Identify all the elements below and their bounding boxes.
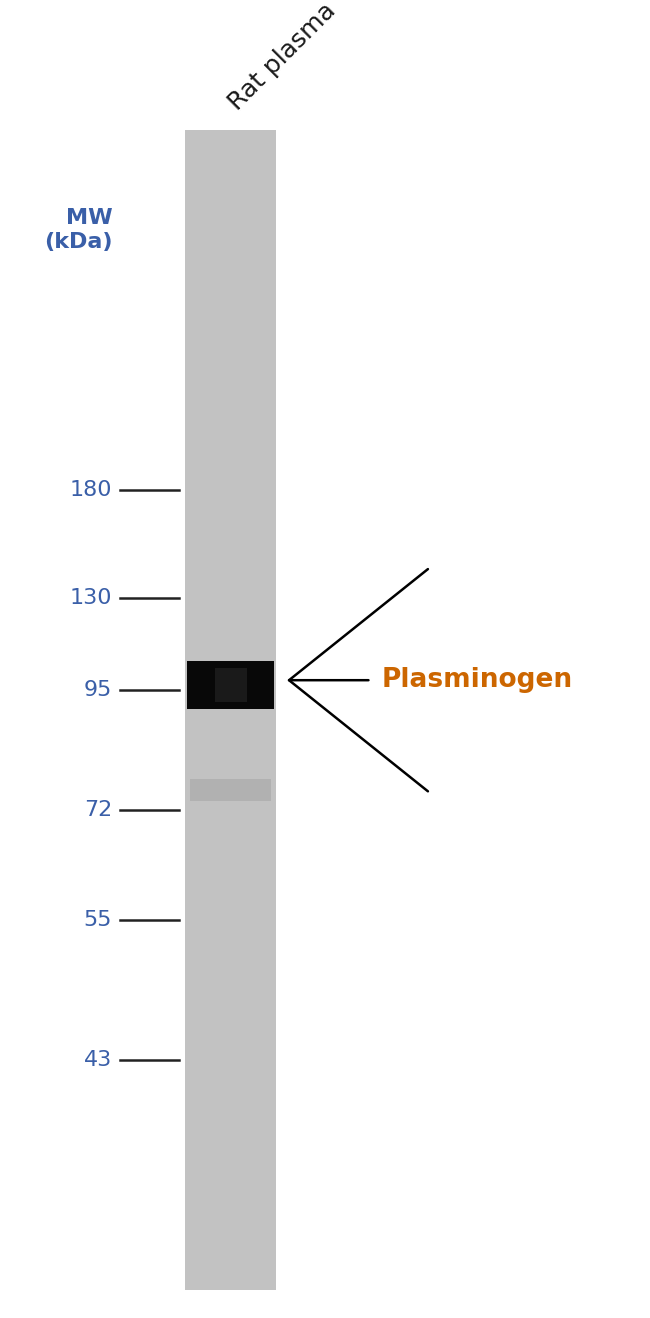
Text: Plasminogen: Plasminogen (382, 667, 573, 693)
Bar (187, 662, 274, 709)
Text: 180: 180 (70, 480, 112, 500)
Text: 72: 72 (84, 800, 112, 820)
Bar (190, 779, 271, 801)
Bar (185, 130, 276, 1290)
Text: Rat plasma: Rat plasma (224, 0, 341, 115)
Text: MW
(kDa): MW (kDa) (44, 208, 112, 253)
Bar (214, 668, 247, 701)
Text: 43: 43 (84, 1050, 112, 1070)
Text: 55: 55 (84, 909, 112, 931)
Text: 95: 95 (84, 680, 112, 700)
Text: 130: 130 (70, 588, 112, 608)
